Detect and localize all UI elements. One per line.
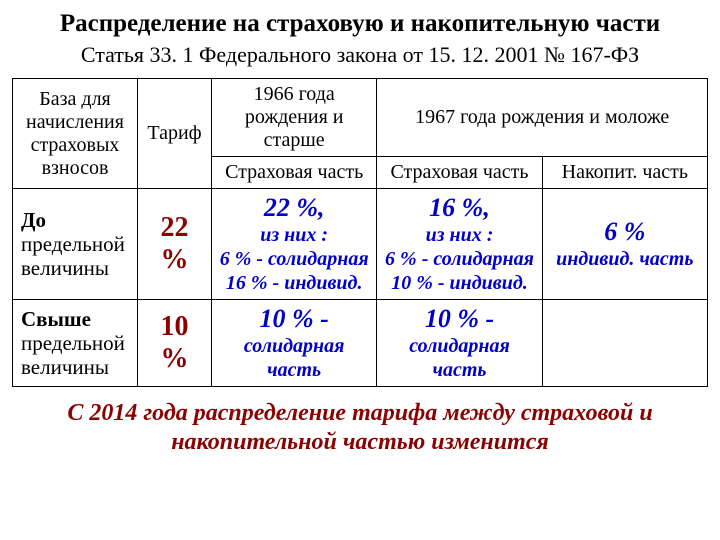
row-above-label: Свыше предельной величины bbox=[13, 299, 138, 386]
table-row-below: До предельной величины 22 % 22 %, из них… bbox=[13, 189, 708, 300]
header-funded: Накопит. часть bbox=[542, 157, 707, 189]
row-below-label-rest: предельной величины bbox=[21, 232, 125, 280]
header-base: База для начисления страховых взносов bbox=[13, 79, 138, 189]
row-above-1967: 10 % - солидарная часть bbox=[377, 299, 542, 386]
table-row-above: Свыше предельной величины 10 % 10 % - со… bbox=[13, 299, 708, 386]
distribution-table: База для начисления страховых взносов Та… bbox=[12, 78, 708, 387]
row-below-1967: 16 %, из них : 6 % - солидарная 10 % - и… bbox=[377, 189, 542, 300]
footer-note: С 2014 года распределение тарифа между с… bbox=[12, 399, 708, 457]
row-below-label: До предельной величины bbox=[13, 189, 138, 300]
row-below-funded-l1: индивид. часть bbox=[549, 247, 701, 271]
row-below-tarif: 22 % bbox=[138, 189, 212, 300]
header-insurance-2: Страховая часть bbox=[377, 157, 542, 189]
header-insurance-1: Страховая часть bbox=[212, 157, 377, 189]
row-below-1966: 22 %, из них : 6 % - солидарная 16 % - и… bbox=[212, 189, 377, 300]
row-below-1966-pct: 22 %, bbox=[218, 193, 370, 223]
page-title: Распределение на страховую и накопительн… bbox=[12, 10, 708, 38]
row-above-1966-pct: 10 % - bbox=[218, 304, 370, 334]
header-1966: 1966 года рождения и старше bbox=[212, 79, 377, 157]
row-above-label-rest: предельной величины bbox=[21, 331, 125, 379]
row-above-tarif-val: 10 % bbox=[161, 311, 189, 374]
row-below-1967-sub: из них : bbox=[383, 223, 535, 247]
page-subtitle: Статья 33. 1 Федерального закона от 15. … bbox=[12, 42, 708, 68]
row-below-1967-pct: 16 %, bbox=[383, 193, 535, 223]
row-below-funded-pct: 6 % bbox=[549, 217, 701, 247]
row-above-label-bold: Свыше bbox=[21, 307, 91, 331]
row-above-funded bbox=[542, 299, 707, 386]
row-below-1966-sub: из них : bbox=[218, 223, 370, 247]
row-above-1967-pct: 10 % - bbox=[383, 304, 535, 334]
row-above-tarif: 10 % bbox=[138, 299, 212, 386]
row-below-1966-l2: 16 % - индивид. bbox=[218, 271, 370, 295]
row-below-1966-l1: 6 % - солидарная bbox=[218, 247, 370, 271]
row-below-tarif-val: 22 % bbox=[161, 212, 189, 275]
row-below-1967-l2: 10 % - индивид. bbox=[383, 271, 535, 295]
row-below-1967-l1: 6 % - солидарная bbox=[383, 247, 535, 271]
row-above-1966-l1: солидарная часть bbox=[218, 334, 370, 382]
row-above-1967-l1: солидарная часть bbox=[383, 334, 535, 382]
row-below-label-bold: До bbox=[21, 208, 46, 232]
row-below-funded: 6 % индивид. часть bbox=[542, 189, 707, 300]
row-above-1966: 10 % - солидарная часть bbox=[212, 299, 377, 386]
header-tarif: Тариф bbox=[138, 79, 212, 189]
header-1967: 1967 года рождения и моложе bbox=[377, 79, 708, 157]
